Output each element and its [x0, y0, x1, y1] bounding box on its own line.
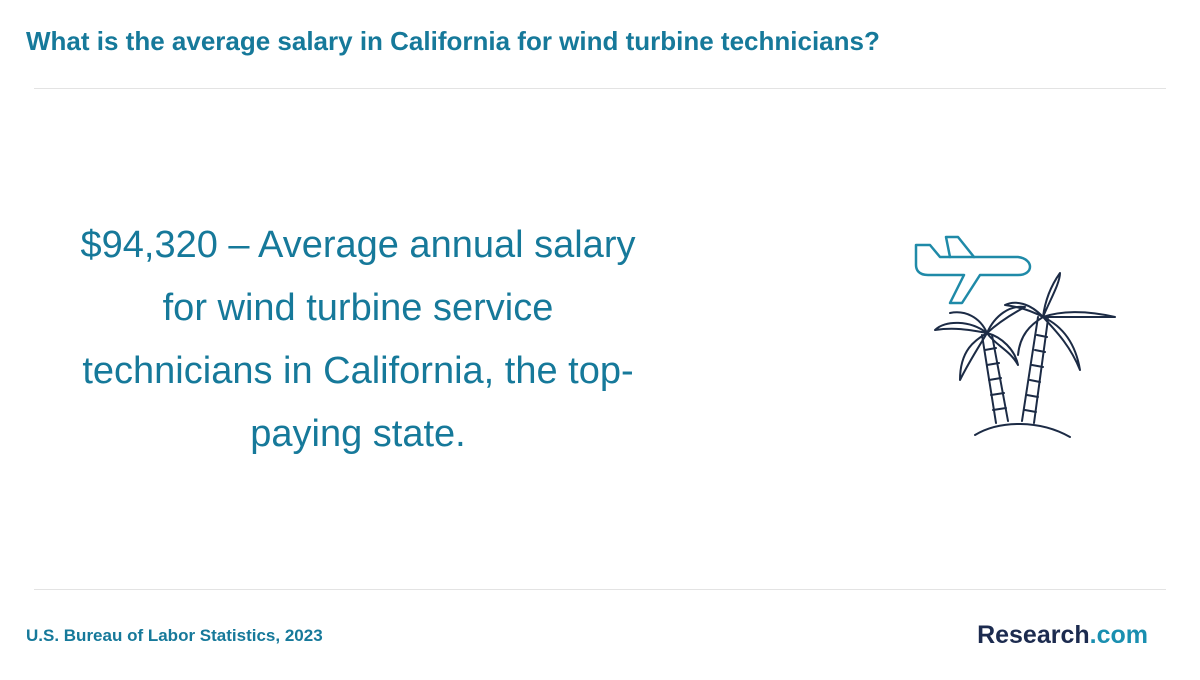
divider — [34, 589, 1166, 590]
palm-icon — [934, 272, 1116, 438]
airplane-icon — [914, 235, 1032, 305]
statement: $94,320 – Average annual salary for wind… — [80, 224, 636, 455]
travel-icon — [914, 235, 1116, 438]
divider — [34, 88, 1166, 89]
source: U.S. Bureau of Labor Statistics, 2023 — [26, 626, 323, 645]
title: What is the average salary in California… — [26, 26, 880, 56]
brand-logo: Research.com — [977, 621, 1148, 650]
brand-name: Research — [977, 621, 1090, 649]
brand-suffix: .com — [1089, 621, 1148, 649]
